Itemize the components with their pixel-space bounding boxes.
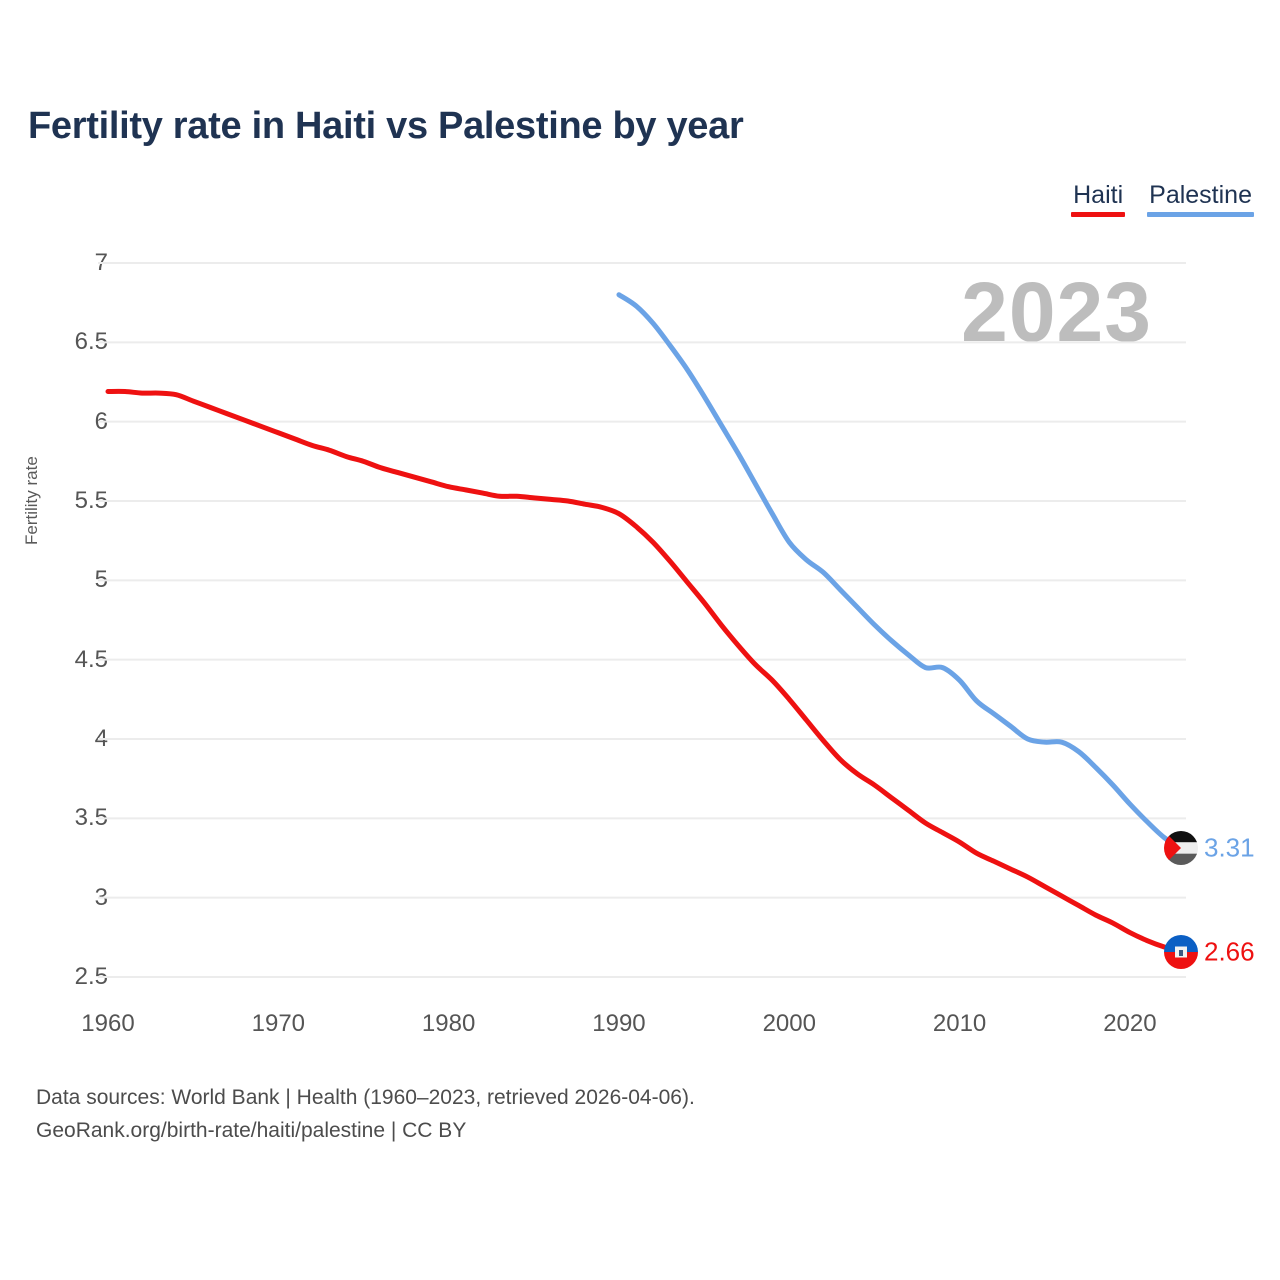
legend-swatch-haiti — [1071, 212, 1126, 218]
x-tick-label: 1990 — [592, 1010, 646, 1037]
legend-item-haiti[interactable]: Haiti — [1071, 181, 1126, 218]
endpoint-value-palestine: 3.31 — [1204, 832, 1255, 863]
legend-label-palestine: Palestine — [1149, 181, 1252, 209]
page-title: Fertility rate in Haiti vs Palestine by … — [28, 105, 744, 147]
x-tick-label: 2000 — [762, 1010, 816, 1037]
x-tick-label: 1980 — [421, 1010, 476, 1037]
chart-footer: Data sources: World Bank | Health (1960–… — [36, 1082, 695, 1147]
footer-line-sources: Data sources: World Bank | Health (1960–… — [36, 1086, 695, 1109]
legend-item-palestine[interactable]: Palestine — [1147, 181, 1254, 218]
legend-label-haiti: Haiti — [1073, 181, 1124, 209]
x-tick-label: 2020 — [1103, 1010, 1157, 1037]
year-watermark: 2023 — [961, 265, 1152, 359]
chart-legend: Haiti Palestine — [1071, 181, 1254, 218]
palestine-flag-icon — [1164, 831, 1198, 866]
x-tick-label: 2010 — [932, 1010, 987, 1037]
x-tick-label: 1960 — [81, 1010, 135, 1037]
x-tick-label: 1970 — [251, 1010, 306, 1037]
endpoint-value-haiti: 2.66 — [1204, 936, 1255, 967]
haiti-flag-icon — [1164, 934, 1198, 969]
series-line-palestine[interactable] — [616, 292, 1184, 851]
footer-line-attribution[interactable]: GeoRank.org/birth-rate/haiti/palestine |… — [36, 1118, 467, 1142]
legend-swatch-palestine — [1147, 212, 1254, 218]
series-line-haiti[interactable] — [105, 388, 1184, 955]
